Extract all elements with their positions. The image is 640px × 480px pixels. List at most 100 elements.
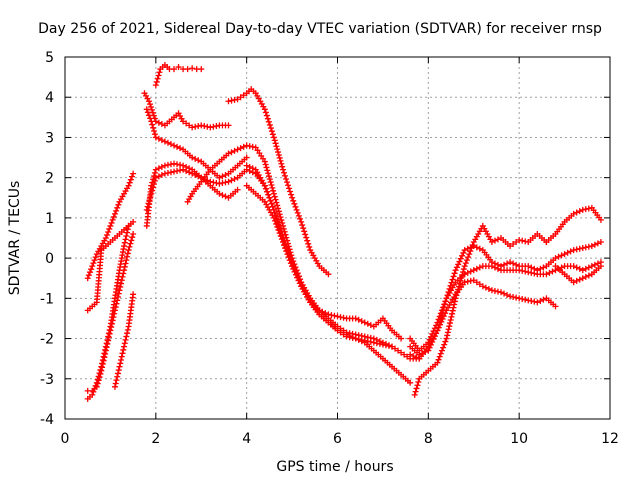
data-point: [412, 388, 419, 395]
data-point: [99, 364, 106, 371]
data-point: [270, 134, 277, 141]
data-point: [281, 242, 288, 249]
data-point: [470, 277, 477, 284]
data-point: [143, 106, 150, 113]
data-point: [171, 142, 177, 149]
data-point: [522, 238, 529, 245]
data-point: [278, 236, 285, 243]
data-point: [153, 78, 160, 85]
data-point: [126, 179, 133, 186]
data-point: [289, 194, 296, 201]
data-point: [175, 64, 182, 71]
data-point: [358, 318, 365, 325]
data-point: [268, 128, 275, 135]
data-point: [110, 213, 117, 220]
x-tick-label: 4: [242, 431, 251, 447]
data-point: [108, 219, 115, 226]
data-point: [266, 176, 273, 183]
data-point: [296, 280, 303, 287]
data-point: [398, 335, 405, 342]
data-point: [98, 367, 105, 374]
data-point: [88, 266, 95, 273]
data-point: [295, 212, 302, 219]
series-arc8: [143, 106, 250, 181]
data-point: [116, 363, 123, 370]
data-point: [171, 66, 177, 73]
data-point: [156, 69, 163, 76]
data-point: [435, 356, 442, 363]
data-point: [451, 270, 458, 277]
y-tick-label: 3: [45, 130, 54, 146]
data-point: [219, 180, 226, 187]
data-point: [158, 121, 165, 128]
data-point: [295, 277, 302, 284]
y-tick-label: 1: [45, 211, 54, 227]
data-point: [434, 327, 441, 334]
data-point: [522, 268, 529, 275]
data-point: [195, 173, 202, 180]
data-point: [144, 109, 151, 116]
data-point: [331, 323, 338, 330]
series-arc18: [407, 277, 559, 362]
data-point: [126, 243, 133, 250]
data-point: [476, 281, 483, 288]
data-point: [293, 206, 300, 213]
data-point: [464, 269, 471, 276]
data-point: [501, 261, 508, 268]
data-point: [510, 260, 517, 267]
data-point: [439, 316, 446, 323]
data-point: [121, 340, 128, 347]
data-point: [276, 211, 283, 218]
data-point: [452, 267, 459, 274]
data-point: [382, 342, 389, 349]
data-point: [155, 119, 162, 126]
data-point: [447, 316, 454, 323]
data-point: [234, 186, 241, 193]
data-point: [305, 240, 312, 247]
data-point: [522, 296, 529, 303]
data-point: [414, 382, 421, 389]
data-point: [102, 347, 109, 354]
data-point: [146, 98, 153, 105]
data-point: [113, 377, 120, 384]
data-point: [102, 235, 109, 241]
data-point: [274, 202, 281, 209]
data-point: [167, 141, 174, 148]
data-point: [108, 320, 115, 327]
data-point: [148, 190, 155, 197]
data-point: [195, 157, 202, 164]
data-point: [570, 263, 577, 270]
data-point: [413, 354, 420, 361]
data-point: [231, 147, 238, 154]
data-point: [222, 171, 229, 178]
data-point: [361, 337, 368, 344]
data-point: [440, 313, 447, 320]
data-point: [470, 267, 477, 274]
data-point: [91, 257, 98, 264]
data-point: [285, 182, 292, 189]
data-point: [540, 264, 547, 271]
data-point: [124, 253, 131, 260]
data-point: [594, 240, 601, 247]
data-point: [99, 361, 106, 368]
data-point: [266, 194, 273, 201]
data-point: [155, 72, 162, 79]
data-point: [219, 173, 226, 180]
y-tick-label: 4: [45, 90, 54, 106]
series-arc13: [243, 162, 423, 362]
data-point: [519, 237, 526, 244]
data-point: [114, 297, 121, 304]
data-point: [464, 245, 471, 252]
data-point: [438, 318, 445, 325]
data-point: [272, 140, 279, 147]
data-point: [288, 191, 295, 198]
data-point: [531, 298, 538, 305]
data-point: [531, 270, 538, 277]
data-point: [576, 245, 583, 252]
data-point: [84, 275, 91, 282]
data-point: [124, 226, 131, 233]
data-point: [130, 230, 137, 237]
data-point: [119, 273, 126, 280]
